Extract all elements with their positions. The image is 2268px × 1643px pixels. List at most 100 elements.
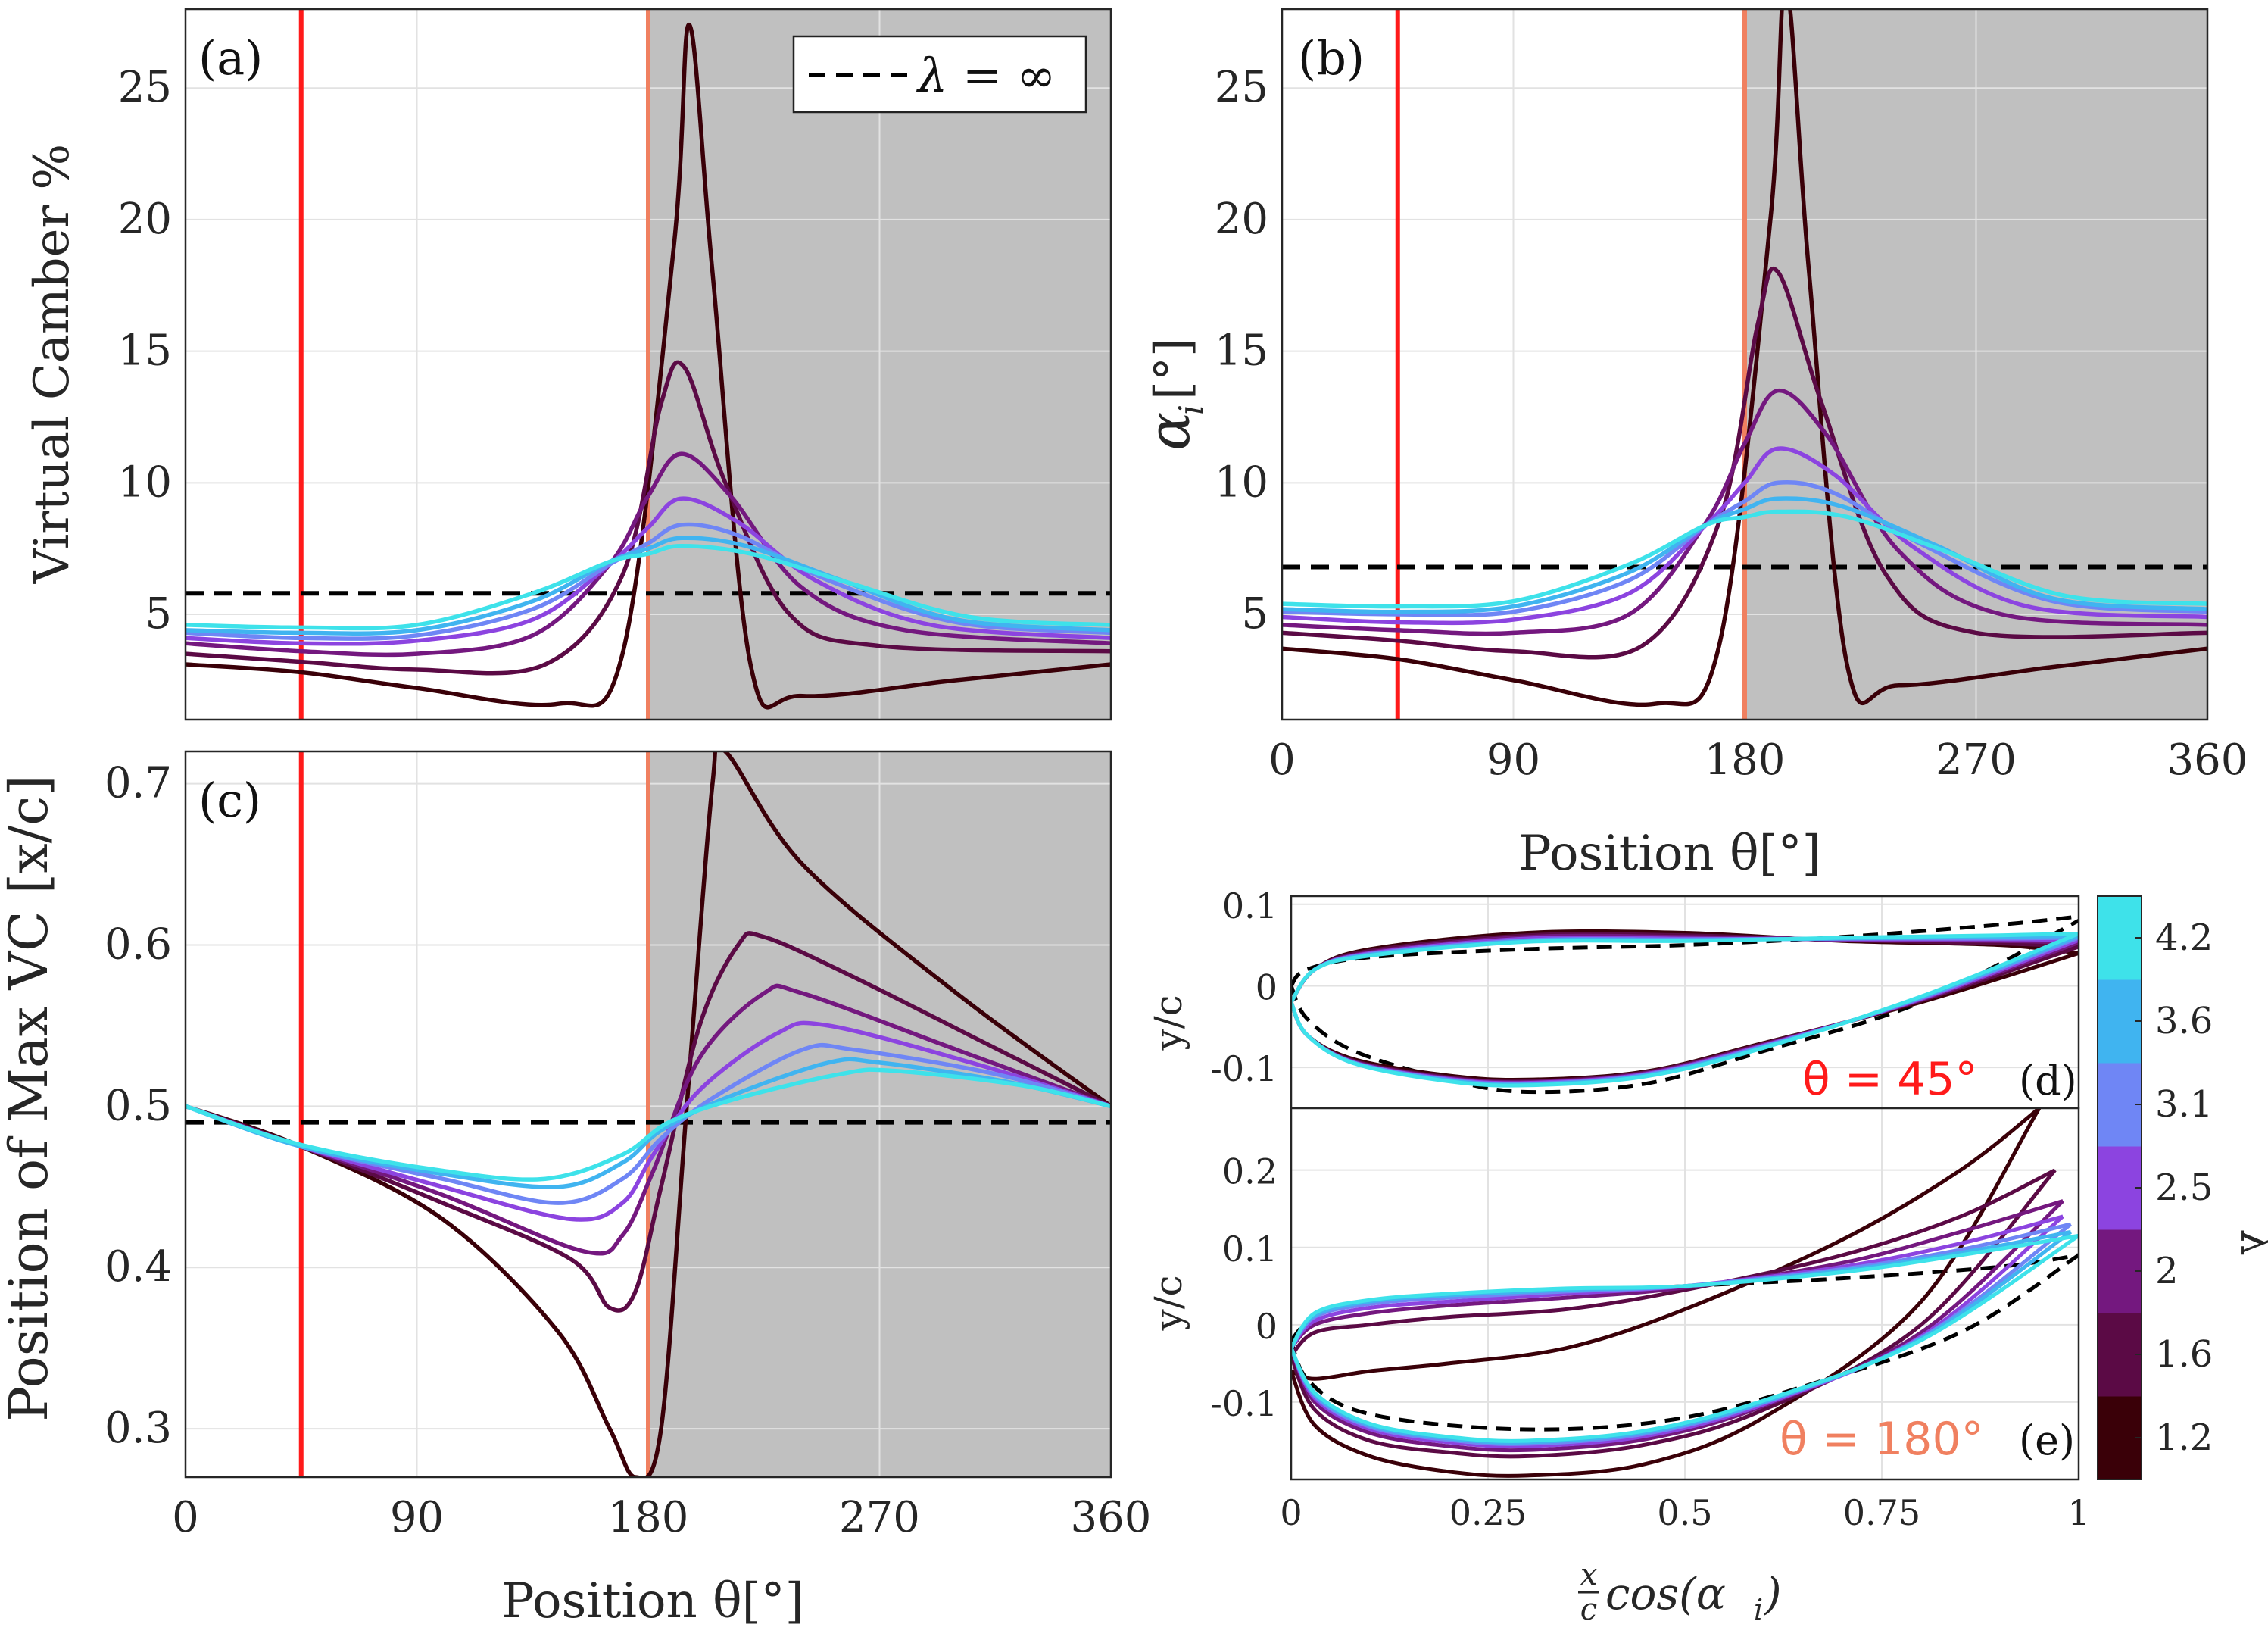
- ytick-label-a: 10: [118, 458, 172, 507]
- colorbar-tick-label-0: 1.2: [2155, 1417, 2213, 1459]
- ytick-label-d: 0.1: [1222, 886, 1278, 926]
- colorbar-segment-4: [2098, 1063, 2142, 1147]
- colorbar-tick-label-1: 1.6: [2155, 1333, 2213, 1376]
- colorbar-tick-label-5: 3.6: [2155, 1000, 2213, 1042]
- panel-label-e: (e): [2019, 1417, 2075, 1464]
- series-line-c-0: [186, 751, 1111, 1477]
- colorbar-segment-2: [2098, 1229, 2142, 1313]
- series-line-c-5: [186, 1057, 1111, 1189]
- ylabel-a: Virtual Camber %: [24, 144, 80, 584]
- ylabel-b-alpha: α: [1135, 412, 1203, 451]
- xtick-label-e: 0.75: [1843, 1492, 1920, 1533]
- ytick-label-b: 10: [1215, 458, 1268, 507]
- series-line-a-4: [186, 522, 1111, 641]
- airfoil-upper-e-7: [1291, 1233, 2079, 1349]
- series-line-c-6: [186, 1067, 1111, 1182]
- series-line-a-6: [186, 543, 1111, 631]
- airfoil-upper-e-3: [1291, 1199, 2064, 1350]
- series-group-e: [1291, 1108, 2079, 1478]
- xlabel-e-rest: cos(α: [1605, 1568, 1726, 1620]
- ytick-label-a: 5: [145, 589, 172, 639]
- xtick-label-b: 270: [1936, 736, 2017, 785]
- ytick-label-e: 0: [1256, 1306, 1278, 1347]
- ytick-label-c: 0.3: [105, 1404, 172, 1453]
- airfoil-lower-e-7: [1291, 1234, 2079, 1443]
- colorbar-tick-label-2: 2: [2155, 1250, 2179, 1292]
- series-line-c-1: [186, 931, 1111, 1313]
- ytick-label-b: 15: [1215, 326, 1268, 376]
- colorbar-label: λ: [2231, 1229, 2268, 1256]
- series-line-b-0: [1282, 9, 2207, 707]
- series-line-a-3: [186, 496, 1111, 646]
- panel-c: 0.3 0.4 0.5 0.6 0.7 0 90 180 270 360: [105, 750, 1152, 1542]
- panel-label-c: (c): [198, 773, 261, 828]
- colorbar-segment-6: [2098, 896, 2142, 980]
- panel-label-a: (a): [198, 30, 263, 86]
- ytick-label-d: -0.1: [1210, 1048, 1278, 1089]
- series-line-c-3: [186, 1020, 1111, 1222]
- xlabel-e-sub: i: [1754, 1593, 1763, 1626]
- ylabel-d: y/c: [1146, 995, 1190, 1051]
- colorbar-segment-5: [2098, 979, 2142, 1064]
- xlabel-e-den: c: [1580, 1592, 1597, 1627]
- xtick-label-c: 90: [390, 1493, 444, 1542]
- ytick-label-d: 0: [1256, 967, 1278, 1007]
- series-group-b: [1282, 9, 2207, 720]
- ylabel-e: y/c: [1146, 1275, 1190, 1331]
- xtick-label-c: 270: [839, 1493, 920, 1542]
- xtick-label-c: 180: [608, 1493, 689, 1542]
- ylabel-c: Position of Max VC [x/c]: [0, 775, 60, 1421]
- xtick-label-e: 0.5: [1657, 1492, 1712, 1533]
- xlabel-e: x c cos(α i ): [1578, 1557, 1782, 1627]
- airfoil-upper-e-2: [1291, 1168, 2056, 1357]
- panel-label-d: (d): [2019, 1057, 2077, 1104]
- xtick-label-c: 0: [172, 1493, 199, 1542]
- xtick-label-e: 1: [2067, 1492, 2089, 1533]
- ytick-label-c: 0.4: [105, 1242, 172, 1292]
- series-group-c: [186, 751, 1111, 1477]
- ytick-label-c: 0.6: [105, 920, 172, 969]
- ylabel-b: α i [°]: [1135, 338, 1211, 451]
- series-line-b-1: [1282, 266, 2207, 660]
- series-group-d: [1291, 914, 2079, 1095]
- xlabel-b: Position θ[°]: [1518, 826, 1820, 882]
- airfoil-lower-e-3: [1291, 1199, 2064, 1453]
- axes-frame-b: [1281, 8, 2209, 721]
- xtick-label-e: 0.25: [1449, 1492, 1527, 1533]
- axes-frame-c: [184, 750, 1112, 1479]
- ytick-label-c: 0.7: [105, 759, 172, 808]
- ytick-label-a: 15: [118, 326, 172, 376]
- panel-e: -0.1 0 0.1 0.2 0 0.25 0.5 0.75 1: [1210, 1107, 2090, 1533]
- panel-label-b: (b): [1298, 30, 1365, 86]
- xtick-label-b: 90: [1487, 736, 1540, 785]
- colorbar-segment-3: [2098, 1146, 2142, 1230]
- ylabel-b-sub: i: [1172, 405, 1211, 415]
- airfoil-lower-d-7: [1291, 932, 2079, 1088]
- xtick-label-e: 0: [1280, 1492, 1302, 1533]
- ytick-label-e: -0.1: [1210, 1383, 1278, 1424]
- ytick-label-e: 0.2: [1222, 1151, 1278, 1192]
- legend-label: λ = ∞: [916, 48, 1056, 103]
- series-line-b-4: [1282, 480, 2207, 617]
- series-line-b-2: [1282, 388, 2207, 636]
- xtick-label-c: 360: [1071, 1493, 1152, 1542]
- axes-frame-e: [1290, 1107, 2080, 1481]
- airfoil-upper-d-7: [1291, 932, 2079, 1004]
- xlabel-e-close: ): [1763, 1568, 1782, 1620]
- series-line-a-2: [186, 451, 1111, 658]
- colorbar-tick-label-4: 3.1: [2155, 1083, 2213, 1126]
- ytick-label-b: 25: [1215, 63, 1268, 112]
- series-line-a-0: [186, 23, 1111, 710]
- colorbar: 1.2 1.6 2 2.5 3.1 3.6 4.2: [2097, 895, 2213, 1480]
- xtick-label-b: 360: [2167, 736, 2248, 785]
- ytick-label-b: 5: [1241, 589, 1268, 639]
- xtick-label-b: 180: [1705, 736, 1786, 785]
- xlabel-e-num: x: [1580, 1557, 1598, 1592]
- series-line-b-5: [1282, 496, 2207, 614]
- airfoil-lower-e-0: [1291, 1253, 2079, 1432]
- airfoil-upper-e-1: [1291, 1108, 2041, 1381]
- ytick-label-a: 25: [118, 63, 172, 112]
- xlabel-c: Position θ[°]: [501, 1573, 803, 1629]
- ytick-label-b: 20: [1215, 195, 1268, 244]
